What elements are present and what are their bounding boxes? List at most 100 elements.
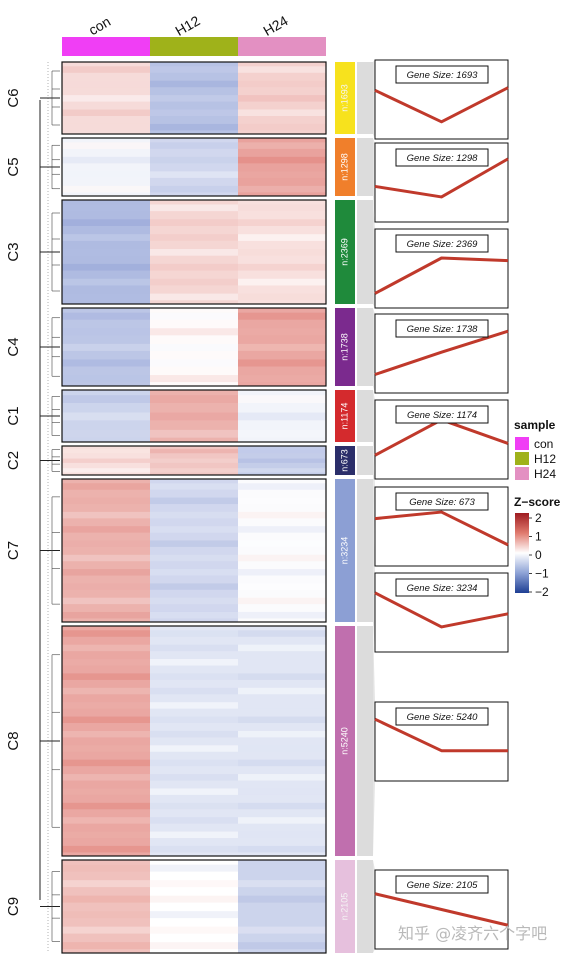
heat-row-stripe [150,926,238,934]
heat-row-stripe [150,911,238,919]
column-label-H12: H12 [172,12,202,39]
size-bar-C1 [335,390,355,442]
heat-row-stripe [238,864,326,872]
heat-row-stripe [150,109,238,116]
heat-row-stripe [150,458,238,463]
heat-row-stripe [150,497,238,505]
heat-row-stripe [238,219,326,226]
heat-row-stripe [150,468,238,473]
size-label-C4: n:1738 [339,333,349,361]
gene-size-box-C8 [395,707,489,726]
heat-row-stripe [238,644,326,652]
heat-row-stripe [238,234,326,241]
heat-row-stripe [150,375,238,383]
row-dendrogram [39,62,60,952]
heat-row-stripe [150,448,238,454]
trend-line-C2 [374,510,509,547]
cluster-label-C5: C5 [5,157,22,176]
heat-row-stripe [62,630,150,637]
zscore-legend-title: Z−score [514,495,561,509]
heat-row-stripe [62,343,150,351]
trend-line-C9 [374,892,509,927]
zscore-tick-label: 0 [535,548,542,562]
size-bar-C9 [335,860,355,953]
heat-row-stripe [238,630,326,637]
zscore-tick-label: 1 [535,530,542,544]
heat-row-stripe [150,95,238,102]
heat-row-stripe [62,659,150,666]
heat-row-stripe [150,66,238,73]
heat-row-stripe [62,864,150,872]
heat-row-stripe [62,611,150,619]
heat-row-stripe [238,312,326,320]
heat-row-stripe [150,123,238,131]
cluster-label-C9: C9 [5,897,22,916]
heat-row-stripe [238,880,326,888]
heat-row-stripe [150,845,238,853]
sample-legend-swatch-H24 [515,467,529,480]
heat-row-stripe [62,156,150,164]
heat-row-stripe [238,540,326,547]
gene-size-label-C9: Gene Size: 2105 [407,880,478,891]
heat-row-stripe [62,730,150,738]
size-bar-C7 [335,479,355,622]
heat-row-stripe [238,673,326,680]
heat-row-stripe [150,880,238,888]
gene-size-box-C4 [395,319,489,338]
heat-row-stripe [150,312,238,320]
sample-legend-title: sample [514,418,556,432]
link-stub-C2 [357,446,373,475]
heat-row-stripe [238,845,326,853]
heat-row-stripe [62,569,150,576]
zscore-tick-label: −1 [535,567,549,581]
gene-size-label-C4: Gene Size: 1738 [407,324,478,335]
heat-row-stripe [62,312,150,320]
heat-row-stripe [150,429,238,438]
heat-row-stripe [238,759,326,767]
heat-row-stripe [238,831,326,839]
heat-row-stripe [150,702,238,709]
heat-row-stripe [150,569,238,576]
heat-row-stripe [238,497,326,505]
heatmap-body [61,61,327,954]
heat-row-stripe [150,597,238,605]
heat-row-stripe [238,802,326,810]
heat-row-stripe [238,611,326,619]
link-stub-C9 [357,860,373,953]
heat-row-stripe [62,263,150,271]
heat-row-stripe [150,412,238,421]
link-stub-C3 [357,200,373,304]
size-bar-C8 [335,626,355,856]
heat-row-stripe [62,185,150,193]
heat-row-stripe [62,745,150,752]
heat-row-stripe [62,483,150,490]
heat-row-stripe [150,293,238,301]
heat-row-stripe [62,278,150,286]
heat-row-stripe [238,458,326,463]
sample-legend-swatch-H12 [515,452,529,465]
heat-row-stripe [62,845,150,853]
size-bar-C2 [335,446,355,475]
column-label-H24: H24 [260,12,290,39]
column-annotation-H24 [238,37,326,56]
heat-row-stripe [150,359,238,367]
gene-size-label-C2: Gene Size: 673 [409,497,475,508]
size-label-C6: n:1693 [339,84,349,112]
heat-row-stripe [150,343,238,351]
sample-legend-swatch-con [515,437,529,450]
heat-row-stripe [238,597,326,605]
link-stub-C4 [357,308,373,386]
heat-row-stripe [62,802,150,810]
heat-row-stripe [62,817,150,824]
cluster-label-C7: C7 [5,541,22,560]
heat-row-stripe [62,448,150,454]
heat-row-stripe [238,375,326,383]
heat-row-stripe [150,864,238,872]
cluster-label-C1: C1 [5,406,22,425]
heat-row-stripe [62,911,150,919]
heat-row-stripe [62,942,150,950]
heat-cell-C9-H12 [150,860,238,953]
link-stub-C6 [357,62,373,134]
heat-row-stripe [150,745,238,752]
